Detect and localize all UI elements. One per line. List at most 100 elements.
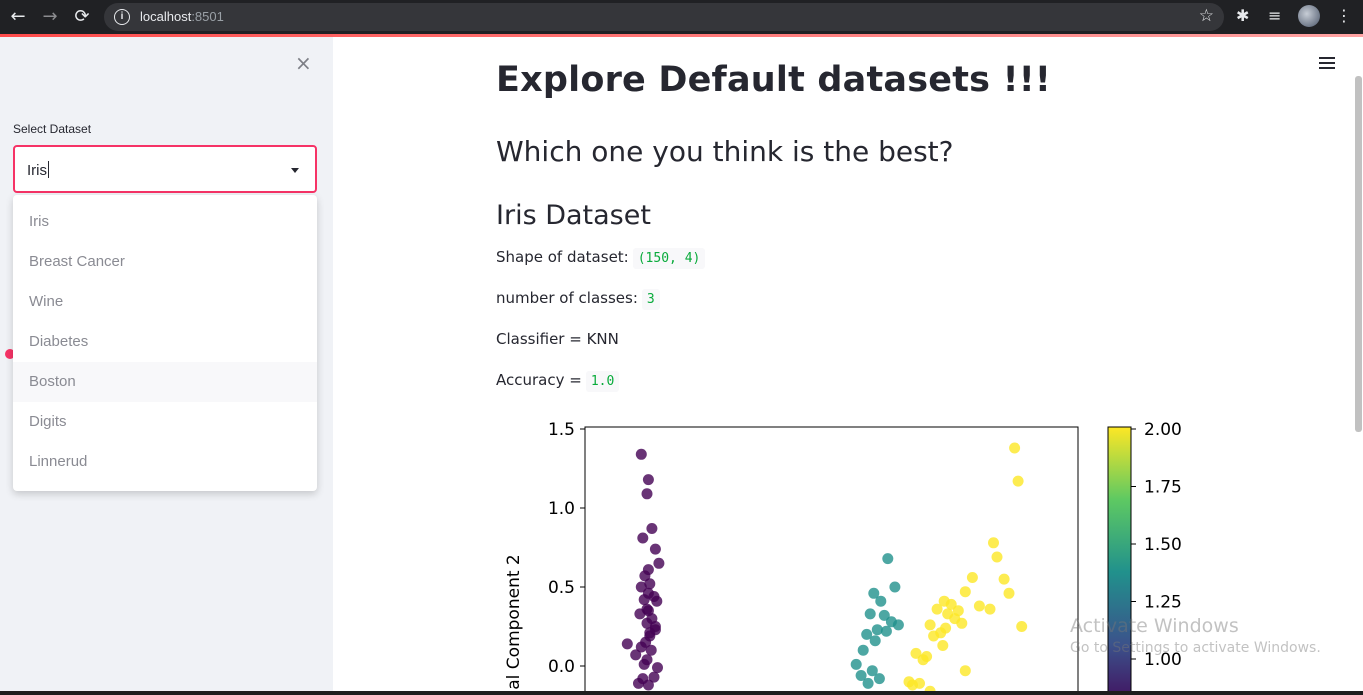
scatter-point-class-0 — [635, 641, 647, 653]
extensions-puzzle-icon[interactable]: ✱ — [1236, 6, 1250, 25]
dropdown-option-iris[interactable]: Iris — [29, 213, 49, 230]
scatter-point-class-1 — [875, 595, 887, 607]
scatter-point-class-1 — [880, 625, 892, 637]
accuracy-value: 1.0 — [585, 371, 620, 392]
page-scrollbar[interactable] — [1355, 76, 1362, 432]
accuracy-label: Accuracy = — [496, 371, 582, 389]
scatter-point-class-0 — [641, 603, 653, 615]
slider-handle[interactable] — [5, 349, 15, 359]
scatter-point-class-2 — [966, 572, 978, 583]
scatter-point-class-1 — [889, 581, 901, 593]
plot-frame — [584, 426, 1079, 695]
scatter-point-class-1 — [871, 624, 883, 636]
classes-value: 3 — [641, 289, 660, 310]
scatter-point-class-1 — [869, 635, 881, 647]
scatter-point-class-2 — [959, 586, 971, 598]
scatter-point-class-2 — [956, 617, 968, 629]
colorbar-tick-label: 1.00 — [1144, 650, 1182, 670]
shape-value: (150, 4) — [632, 248, 706, 269]
profile-avatar[interactable] — [1298, 5, 1320, 27]
reload-icon[interactable]: ⟳ — [74, 6, 90, 27]
close-sidebar-icon[interactable]: × — [295, 51, 312, 75]
dataset-select[interactable]: Iris — [13, 145, 317, 193]
back-arrow-icon[interactable]: ← — [10, 6, 26, 27]
scatter-point-class-1 — [850, 658, 862, 670]
classes-line: number of classes: 3 — [496, 289, 660, 310]
scatter-point-class-2 — [973, 600, 985, 612]
pca-scatter-chart: al Component 2 1.5 1.0 0.5 0.0 2.00 1.75 1.50 1… — [504, 420, 1182, 695]
scatter-point-class-0 — [630, 649, 642, 661]
text-cursor — [48, 161, 49, 178]
scatter-point-class-0 — [652, 662, 663, 674]
dataset-select-input[interactable]: Iris — [27, 162, 47, 179]
shape-label: Shape of dataset: — [496, 248, 629, 266]
hamburger-menu-icon[interactable] — [1319, 57, 1335, 72]
kebab-menu-icon[interactable]: ⋮ — [1336, 6, 1352, 25]
forward-arrow-icon[interactable]: → — [42, 6, 58, 27]
address-bar[interactable]: i localhost:8501 ☆ — [104, 3, 1224, 31]
scatter-point-class-1 — [862, 677, 874, 689]
dropdown-option-breast-cancer[interactable]: Breast Cancer — [29, 253, 125, 270]
dropdown-option-boston[interactable]: Boston — [13, 362, 317, 402]
scatter-point-class-1 — [868, 587, 880, 599]
scatter-point-class-2 — [1003, 587, 1015, 599]
scatter-point-class-2 — [940, 622, 952, 634]
scatter-point-class-2 — [945, 598, 957, 610]
select-dataset-label: Select Dataset — [13, 122, 92, 136]
accuracy-line: Accuracy = 1.0 — [496, 371, 620, 392]
scatter-point-class-2 — [991, 551, 1003, 563]
scatter-point-class-0 — [649, 621, 661, 632]
page-subtitle: Which one you think is the best? — [496, 135, 954, 168]
bookmark-star-icon[interactable]: ☆ — [1198, 6, 1214, 26]
scatter-point-class-0 — [646, 523, 658, 534]
activate-windows-subtitle: Go to Settings to activate Windows. — [1070, 640, 1321, 656]
scatter-point-class-2 — [928, 630, 940, 642]
scatter-point-class-2 — [931, 603, 943, 615]
scatter-point-class-2 — [914, 677, 925, 689]
page-title: Explore Default datasets !!! — [496, 60, 1052, 100]
scatter-point-class-0 — [635, 448, 647, 460]
scatter-point-class-1 — [882, 553, 894, 565]
dropdown-option-wine[interactable]: Wine — [29, 293, 64, 310]
scatter-point-class-2 — [1016, 621, 1028, 632]
scatter-point-class-0 — [648, 671, 660, 683]
scatter-point-class-1 — [855, 670, 867, 681]
top-decoration-bar — [0, 34, 1363, 37]
taskbar-edge — [0, 691, 1363, 695]
dataset-header: Iris Dataset — [496, 200, 651, 231]
chevron-down-icon[interactable] — [291, 168, 299, 173]
colorbar — [1107, 426, 1132, 695]
scatter-point-class-2 — [1009, 442, 1021, 454]
site-info-icon[interactable]: i — [114, 9, 130, 25]
activate-windows-title: Activate Windows — [1070, 615, 1239, 637]
scatter-point-class-1 — [885, 616, 897, 628]
colorbar-tick-label: 1.25 — [1144, 593, 1182, 613]
dropdown-option-linnerud[interactable]: Linnerud — [29, 453, 88, 470]
dataset-dropdown-menu: Iris Breast Cancer Wine Diabetes Boston … — [13, 195, 317, 491]
address-url[interactable]: localhost:8501 — [140, 9, 224, 24]
scatter-point-class-0 — [642, 679, 654, 691]
scatter-point-class-1 — [866, 665, 878, 677]
dropdown-option-diabetes[interactable]: Diabetes — [29, 333, 89, 350]
y-tick-label: 1.0 — [548, 499, 575, 519]
scatter-point-class-2 — [984, 603, 996, 615]
scatter-point-class-0 — [653, 557, 665, 569]
media-queue-icon[interactable]: ≡ — [1268, 6, 1282, 25]
scatter-point-class-2 — [924, 619, 936, 631]
scatter-point-class-2 — [917, 654, 929, 666]
scatter-point-class-2 — [998, 573, 1010, 585]
colorbar-tick-label: 1.75 — [1144, 478, 1182, 498]
scatter-point-class-1 — [864, 608, 876, 620]
y-tick-label: 0.0 — [548, 657, 575, 677]
scatter-point-class-0 — [644, 578, 656, 590]
scatter-point-class-1 — [873, 673, 885, 685]
scatter-point-class-0 — [651, 595, 663, 607]
scatter-point-class-0 — [621, 638, 633, 650]
scatter-point-class-0 — [638, 658, 650, 670]
scatter-point-class-0 — [645, 644, 657, 656]
dropdown-option-digits[interactable]: Digits — [29, 413, 67, 430]
colorbar-tick-label: 1.50 — [1144, 535, 1182, 555]
scatter-point-class-2 — [959, 665, 971, 677]
scatter-point-class-2 — [988, 537, 999, 549]
scatter-point-class-2 — [1012, 475, 1024, 487]
